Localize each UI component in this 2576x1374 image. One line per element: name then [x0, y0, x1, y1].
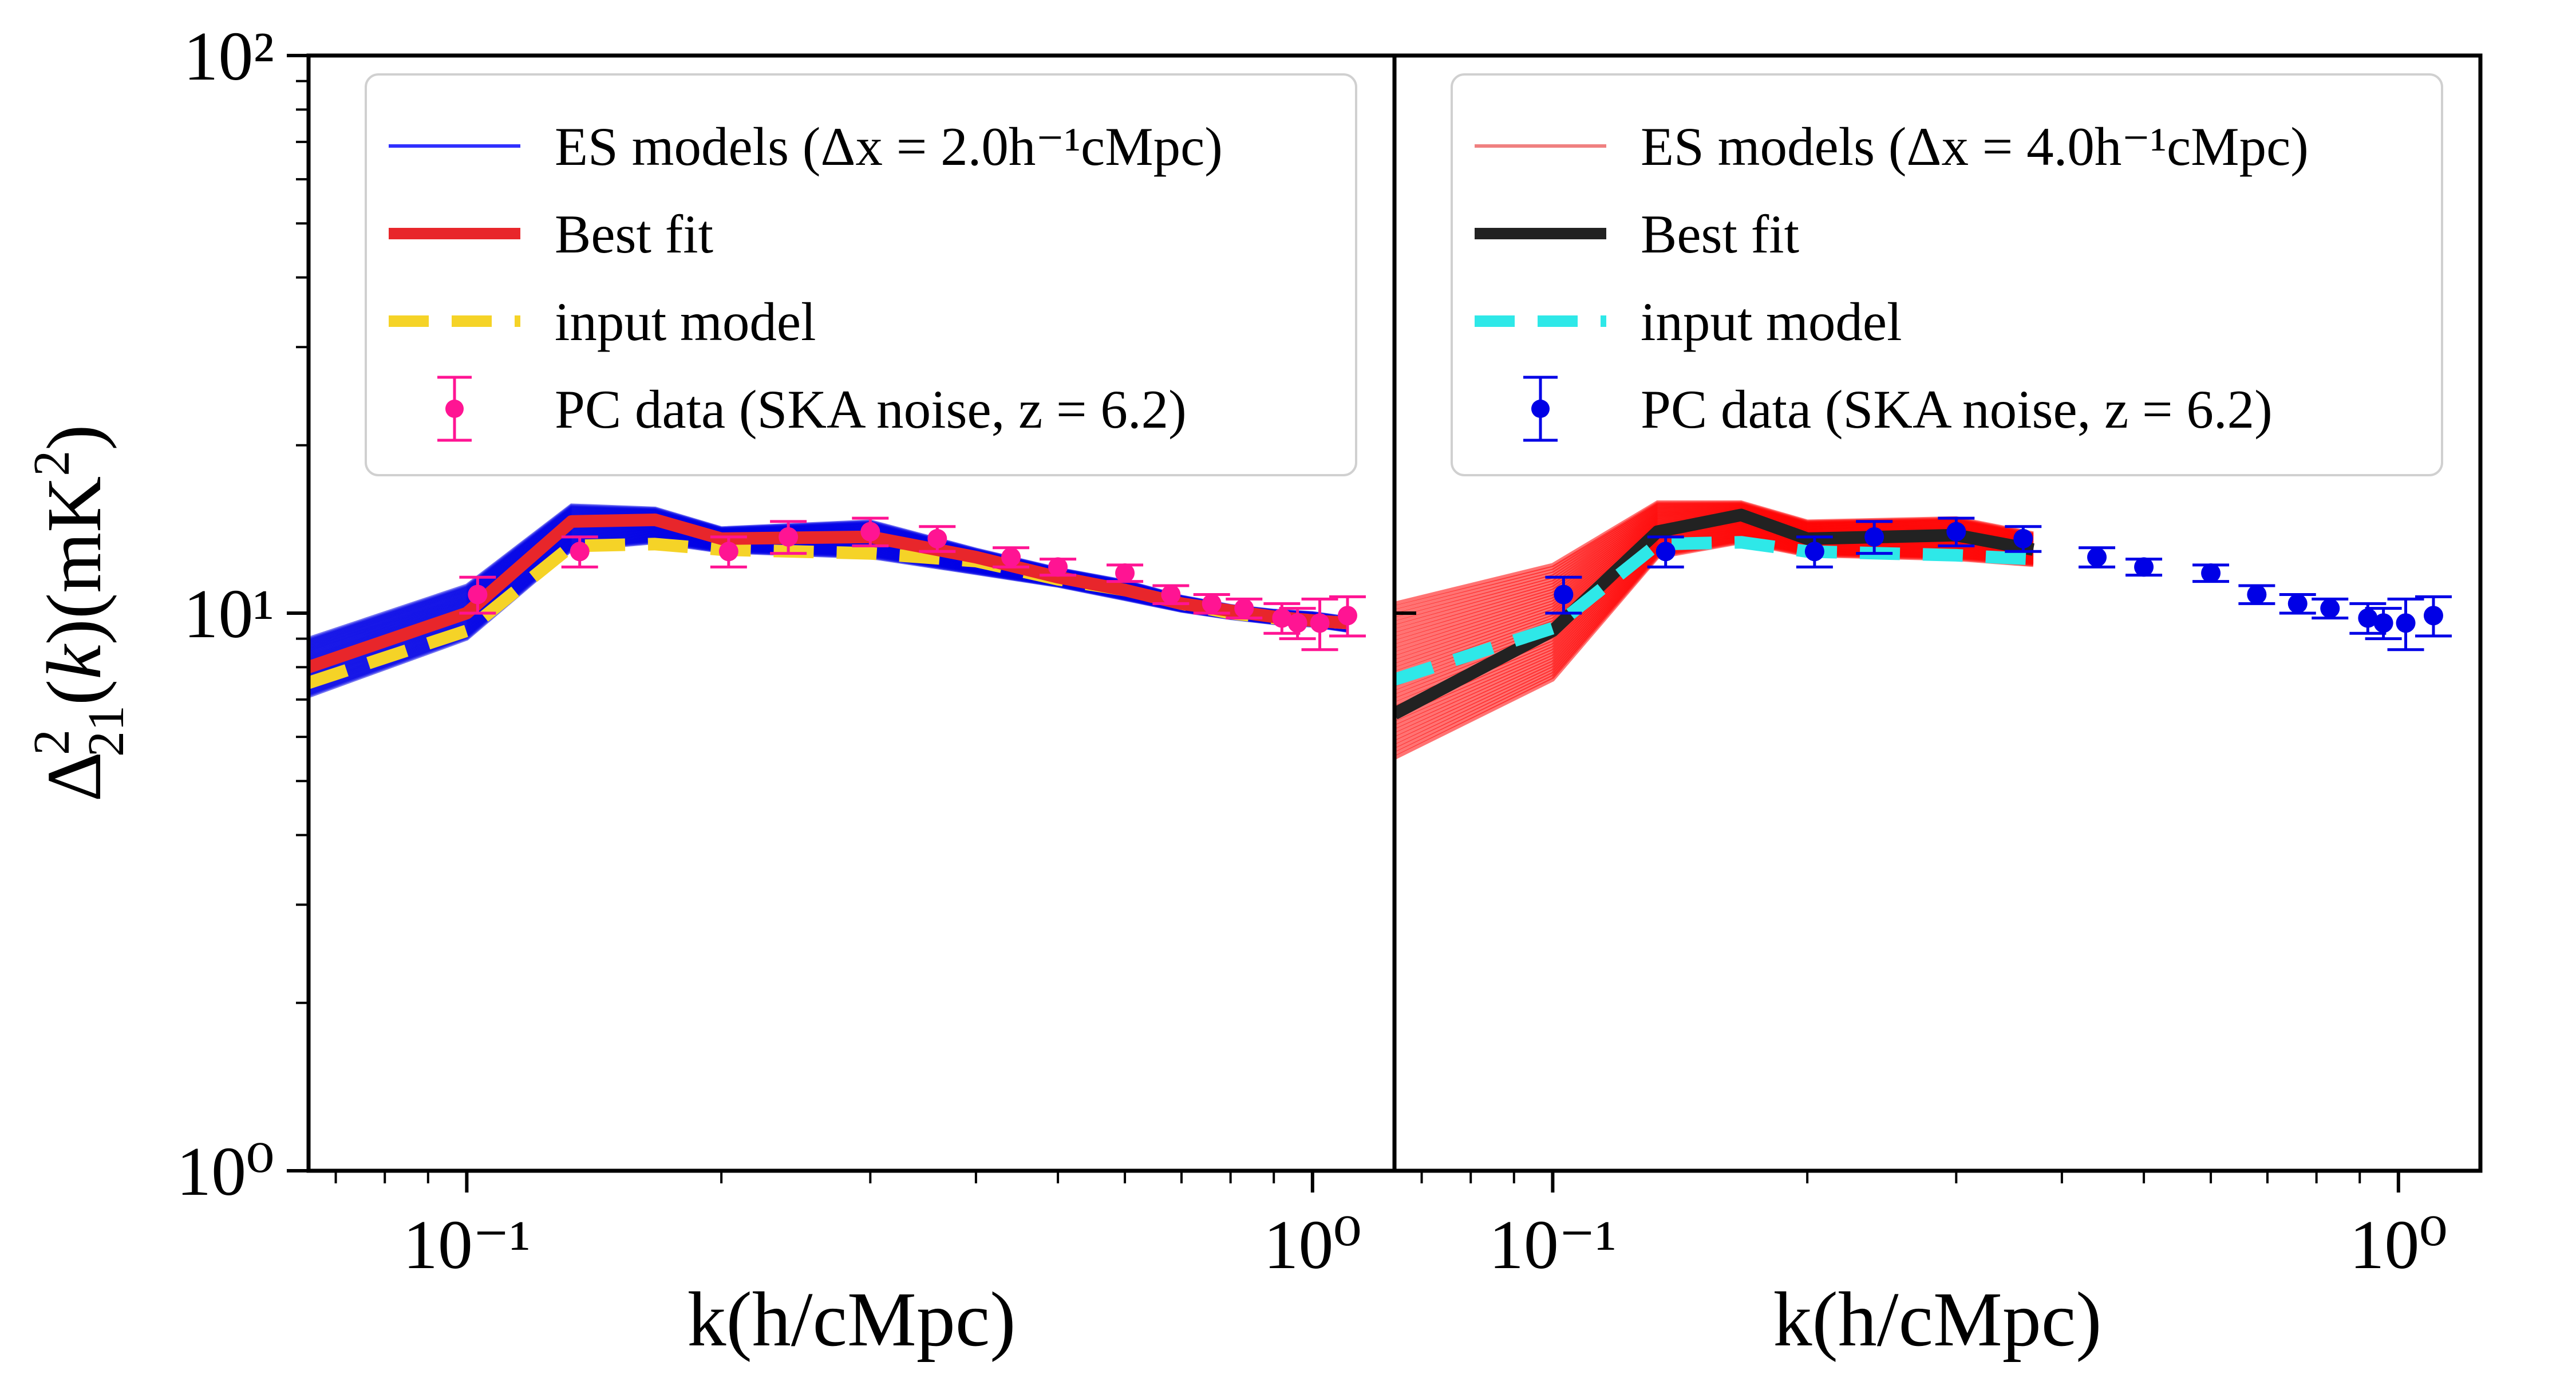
y-tick-label: 10⁰: [176, 1133, 274, 1210]
data-point: [1310, 613, 1330, 633]
y-tick-label: 10²: [183, 18, 274, 95]
legend-label: PC data (SKA noise, z = 6.2): [1641, 379, 2273, 440]
data-point: [570, 542, 590, 562]
data-point: [1864, 527, 1884, 547]
data-point: [1115, 563, 1135, 583]
legend-label: Best fit: [555, 204, 713, 264]
y-axis-label-close: ): [31, 424, 117, 450]
y-axis-label-unit-sup: 2: [23, 451, 80, 476]
legend: ES models (Δx = 2.0h⁻¹cMpc) Best fit input…: [365, 73, 1357, 476]
data-point: [1048, 557, 1068, 577]
x-tick-label: 10⁰: [2349, 1206, 2447, 1284]
legend-label: ES models (Δx = 2.0h⁻¹cMpc): [555, 116, 1223, 177]
data-point: [2320, 598, 2340, 618]
plot-area: [1394, 500, 2452, 760]
data-point: [927, 528, 947, 548]
pc-data-points: [1545, 516, 2452, 652]
data-point: [1202, 594, 1222, 614]
legend-box: [1451, 73, 2443, 476]
legend-label: Best fit: [1641, 204, 1799, 264]
data-point: [2358, 608, 2378, 628]
data-point: [718, 542, 738, 562]
data-point: [2373, 613, 2393, 633]
data-point: [1272, 608, 1292, 628]
data-point: [1946, 522, 1966, 542]
data-point: [860, 522, 880, 542]
legend-handle-point: [1531, 400, 1550, 418]
y-axis-label-rest: (: [31, 680, 117, 705]
input-model-line: [1394, 536, 2034, 686]
y-axis-label-unit: )(mK: [31, 476, 117, 645]
data-point: [1804, 542, 1824, 562]
y-axis-label-k: k: [31, 643, 117, 680]
data-point: [2134, 557, 2154, 577]
x-axis-label: k(h/cMpc): [1773, 1277, 2101, 1363]
x-tick-label: 10⁻¹: [403, 1206, 531, 1284]
legend-label: PC data (SKA noise, z = 6.2): [555, 379, 1187, 440]
data-point: [1001, 547, 1021, 567]
legend-label: ES models (Δx = 4.0h⁻¹cMpc): [1641, 116, 2309, 177]
data-point: [2247, 585, 2267, 605]
data-point: [1287, 613, 1307, 633]
y-axis-label: Δ221(k)(mK2): [23, 424, 135, 802]
y-tick-label: 10¹: [183, 575, 274, 653]
plot-area: [309, 503, 1366, 698]
right-panel: 10⁻¹ 10⁰ k(h/cMpc) ES models (Δx = 4.0h⁻¹cM…: [1392, 53, 2483, 1363]
legend: ES models (Δx = 4.0h⁻¹cMpc) Best fit input…: [1451, 73, 2443, 476]
left-panel: 10⁻¹ 10⁰ k(h/cMpc) 10⁰ 10¹ 10² ES models (Δx =…: [176, 18, 1397, 1363]
data-point: [2423, 606, 2443, 626]
x-tick-label: 10⁻¹: [1489, 1206, 1617, 1284]
data-point: [1554, 585, 1574, 605]
x-axis-label: k(h/cMpc): [687, 1277, 1016, 1363]
data-point: [1656, 542, 1676, 562]
data-point: [2201, 563, 2221, 583]
data-point: [468, 585, 488, 605]
data-point: [779, 527, 799, 547]
legend-box: [365, 73, 1357, 476]
data-point: [1161, 585, 1181, 605]
pc-data-points: [459, 516, 1366, 652]
data-point: [2396, 613, 2416, 633]
data-point: [2087, 547, 2107, 567]
y-axis-label-sub: 21: [78, 705, 135, 757]
data-point: [1337, 606, 1357, 626]
data-point: [2013, 528, 2033, 548]
legend-label: input model: [1641, 291, 1902, 352]
legend-label: input model: [555, 291, 816, 352]
legend-handle-point: [445, 400, 464, 418]
y-axis-label-sup: 2: [23, 729, 80, 755]
data-point: [1234, 598, 1254, 618]
x-tick-label: 10⁰: [1263, 1206, 1361, 1284]
data-point: [2287, 594, 2308, 614]
